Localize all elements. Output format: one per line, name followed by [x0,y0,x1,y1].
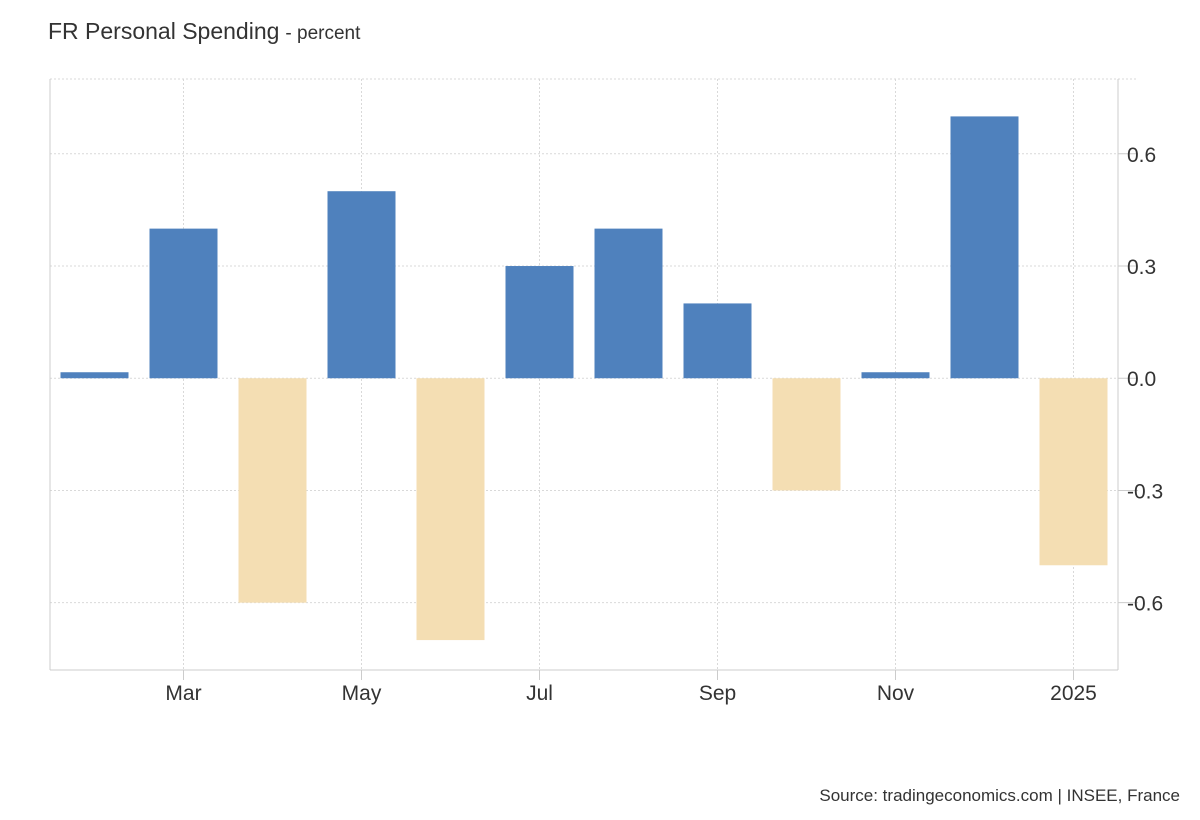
bar-2024-06 [416,378,485,641]
y-tick-label: 0.6 [1127,144,1156,167]
y-tick-label: -0.3 [1127,480,1163,503]
x-tick-label: Sep [699,682,736,705]
x-tick-label: Mar [165,682,201,705]
bar-2024-11 [861,372,930,379]
x-tick-label: Jul [526,682,553,705]
bar-2024-02 [60,372,129,379]
y-tick-label: 0.0 [1127,368,1156,391]
bar-2024-10 [772,378,841,491]
bar-2024-03 [149,228,218,379]
bar-2024-09 [683,303,752,379]
chart-title-row: FR Personal Spending - percent [48,18,360,45]
bar-2024-05 [327,191,396,379]
source-note: Source: tradingeconomics.com | INSEE, Fr… [819,786,1180,805]
bar-2024-08 [594,228,663,379]
chart-title: FR Personal Spending [48,18,280,44]
axis-layer [49,79,1138,680]
chart-unit: - percent [285,23,361,44]
bar-2024-12 [950,116,1019,379]
y-tick-label: -0.6 [1127,593,1163,616]
y-tick-label: 0.3 [1127,256,1156,279]
bar-layer [60,116,1108,641]
grid-layer [50,78,1138,670]
label-layer: 0.6 0.3 0.0 -0.3 -0.6 Mar May Jul Sep Nov 2025 [165,144,1163,705]
x-tick-label: Nov [877,682,915,705]
x-tick-label: 2025 [1050,682,1097,705]
bar-2024-04 [238,378,307,603]
bar-2025-01 [1039,378,1108,566]
x-tick-label: May [342,682,382,705]
bar-2024-07 [505,266,574,379]
